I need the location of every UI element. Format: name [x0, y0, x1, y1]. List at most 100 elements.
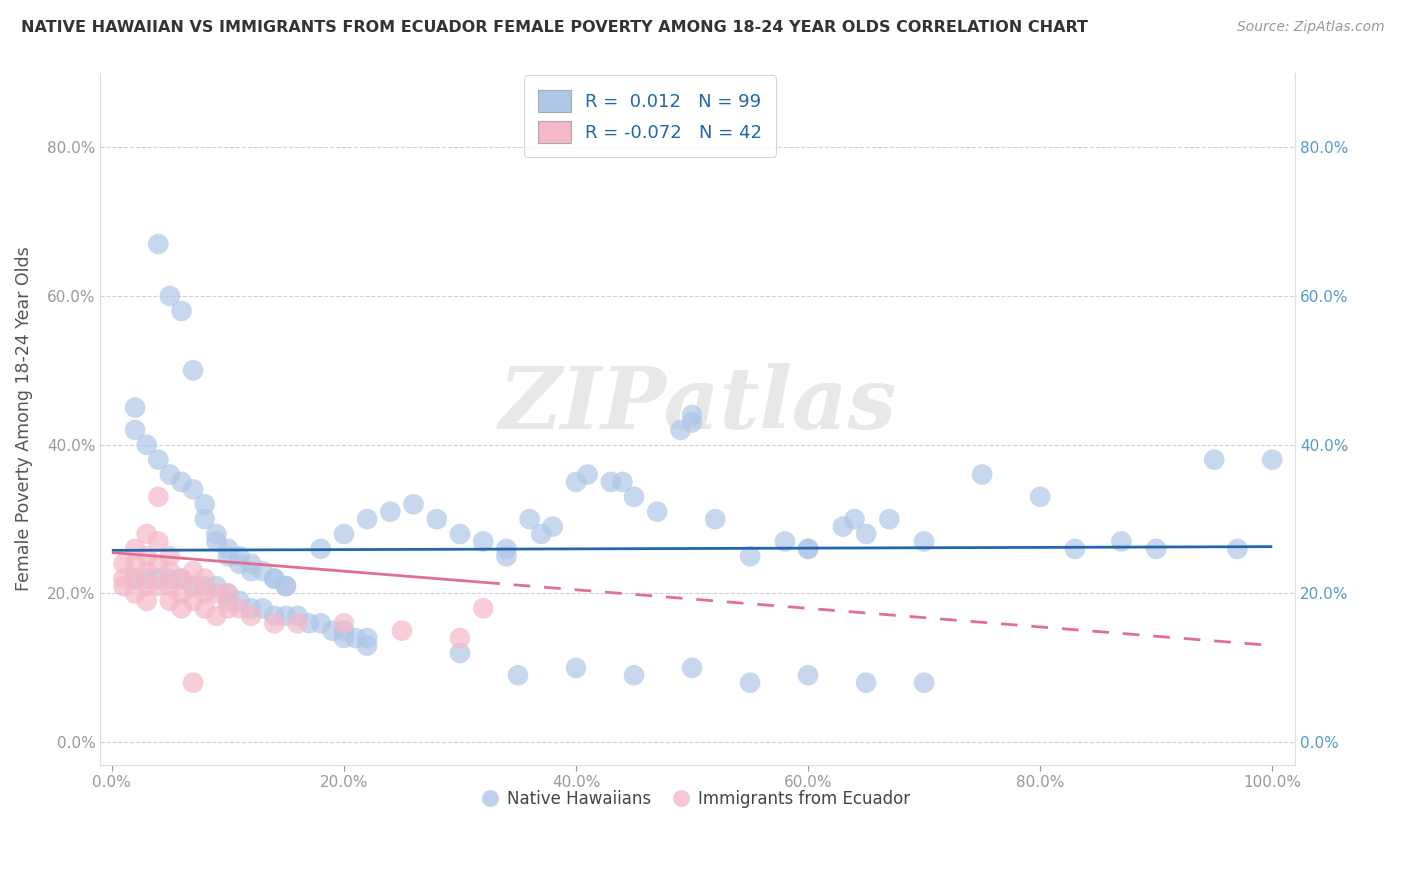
- Point: [135, 594, 157, 608]
- Point: [263, 572, 285, 586]
- Point: [240, 557, 263, 571]
- Point: [148, 572, 170, 586]
- Point: [495, 541, 517, 556]
- Point: [495, 549, 517, 564]
- Point: [159, 289, 181, 303]
- Point: [380, 505, 402, 519]
- Point: [1261, 452, 1284, 467]
- Point: [738, 675, 761, 690]
- Point: [148, 452, 170, 467]
- Point: [170, 572, 193, 586]
- Point: [135, 572, 157, 586]
- Point: [356, 631, 378, 645]
- Point: [1064, 541, 1087, 556]
- Point: [263, 572, 285, 586]
- Point: [797, 668, 820, 682]
- Point: [181, 564, 204, 578]
- Point: [449, 631, 471, 645]
- Point: [205, 534, 228, 549]
- Point: [263, 616, 285, 631]
- Point: [797, 541, 820, 556]
- Text: NATIVE HAWAIIAN VS IMMIGRANTS FROM ECUADOR FEMALE POVERTY AMONG 18-24 YEAR OLDS : NATIVE HAWAIIAN VS IMMIGRANTS FROM ECUAD…: [21, 20, 1088, 35]
- Point: [159, 572, 181, 586]
- Point: [541, 519, 564, 533]
- Point: [217, 601, 239, 615]
- Point: [333, 631, 356, 645]
- Point: [472, 601, 495, 615]
- Point: [599, 475, 621, 489]
- Point: [135, 549, 157, 564]
- Point: [681, 408, 703, 422]
- Point: [333, 624, 356, 638]
- Point: [205, 527, 228, 541]
- Point: [449, 527, 471, 541]
- Point: [112, 572, 135, 586]
- Point: [912, 534, 935, 549]
- Point: [124, 586, 146, 600]
- Point: [194, 601, 217, 615]
- Point: [321, 624, 343, 638]
- Point: [194, 512, 217, 526]
- Point: [519, 512, 541, 526]
- Point: [879, 512, 901, 526]
- Point: [252, 564, 274, 578]
- Point: [356, 512, 378, 526]
- Point: [135, 527, 157, 541]
- Point: [217, 541, 239, 556]
- Point: [194, 586, 217, 600]
- Point: [194, 579, 217, 593]
- Point: [228, 549, 250, 564]
- Point: [402, 497, 425, 511]
- Point: [228, 557, 250, 571]
- Point: [170, 475, 193, 489]
- Point: [124, 557, 146, 571]
- Point: [738, 549, 761, 564]
- Point: [252, 601, 274, 615]
- Point: [170, 304, 193, 318]
- Point: [240, 601, 263, 615]
- Point: [240, 564, 263, 578]
- Point: [844, 512, 866, 526]
- Point: [124, 572, 146, 586]
- Point: [287, 608, 309, 623]
- Point: [148, 557, 170, 571]
- Point: [298, 616, 321, 631]
- Point: [309, 616, 332, 631]
- Point: [148, 579, 170, 593]
- Point: [274, 608, 297, 623]
- Point: [228, 594, 250, 608]
- Y-axis label: Female Poverty Among 18-24 Year Olds: Female Poverty Among 18-24 Year Olds: [15, 246, 32, 591]
- Point: [135, 564, 157, 578]
- Point: [181, 363, 204, 377]
- Point: [1144, 541, 1167, 556]
- Point: [1226, 541, 1249, 556]
- Point: [124, 423, 146, 437]
- Point: [263, 608, 285, 623]
- Point: [170, 601, 193, 615]
- Point: [623, 668, 645, 682]
- Point: [124, 572, 146, 586]
- Point: [205, 579, 228, 593]
- Point: [194, 497, 217, 511]
- Point: [205, 586, 228, 600]
- Point: [159, 594, 181, 608]
- Point: [681, 416, 703, 430]
- Point: [170, 586, 193, 600]
- Point: [333, 616, 356, 631]
- Point: [773, 534, 796, 549]
- Point: [194, 572, 217, 586]
- Point: [159, 579, 181, 593]
- Point: [704, 512, 727, 526]
- Point: [912, 675, 935, 690]
- Point: [972, 467, 994, 482]
- Point: [530, 527, 553, 541]
- Point: [565, 661, 588, 675]
- Point: [472, 534, 495, 549]
- Point: [217, 586, 239, 600]
- Point: [576, 467, 599, 482]
- Point: [217, 594, 239, 608]
- Point: [612, 475, 634, 489]
- Point: [645, 505, 668, 519]
- Point: [124, 541, 146, 556]
- Text: ZIPatlas: ZIPatlas: [499, 363, 897, 447]
